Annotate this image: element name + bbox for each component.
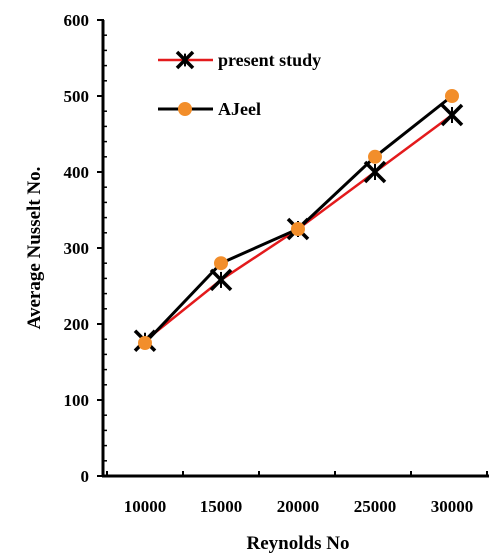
data-point-asterisk (440, 103, 464, 127)
legend-item-present-study: present study (158, 50, 321, 70)
legend-label: present study (218, 50, 321, 70)
y-axis: 0 100 200 300 400 500 600 (64, 11, 107, 486)
x-tick-label: 30000 (431, 497, 474, 516)
x-tick-label: 20000 (277, 497, 320, 516)
data-point (368, 149, 382, 164)
x-tick-label: 25000 (354, 497, 397, 516)
x-tick-label: 10000 (124, 497, 167, 516)
y-tick-label: 0 (81, 467, 90, 486)
y-axis-title: Average Nusselt No. (24, 167, 45, 330)
y-tick-label: 500 (64, 87, 90, 106)
legend-item-ajeel: AJeel (158, 99, 261, 119)
x-axis: 10000 15000 20000 25000 30000 (102, 471, 489, 516)
series-layer (133, 89, 464, 352)
y-tick-label: 200 (64, 315, 90, 334)
data-point-asterisk (363, 160, 387, 184)
data-point-asterisk (175, 50, 195, 70)
data-point (291, 222, 305, 236)
series-ajeel (138, 89, 459, 350)
data-point (445, 89, 459, 103)
y-tick-label: 100 (64, 391, 90, 410)
x-axis-title: Reynolds No (247, 533, 350, 554)
data-point (214, 256, 228, 271)
y-tick-label: 400 (64, 163, 90, 182)
legend: present study AJeel (158, 50, 321, 119)
data-point (138, 336, 152, 350)
x-tick-label: 15000 (200, 497, 243, 516)
legend-label: AJeel (218, 99, 261, 119)
data-point-asterisk (209, 268, 233, 292)
y-tick-label: 300 (64, 239, 90, 258)
legend-marker (178, 102, 192, 116)
series-line (143, 94, 453, 345)
y-tick-label: 600 (64, 11, 90, 30)
